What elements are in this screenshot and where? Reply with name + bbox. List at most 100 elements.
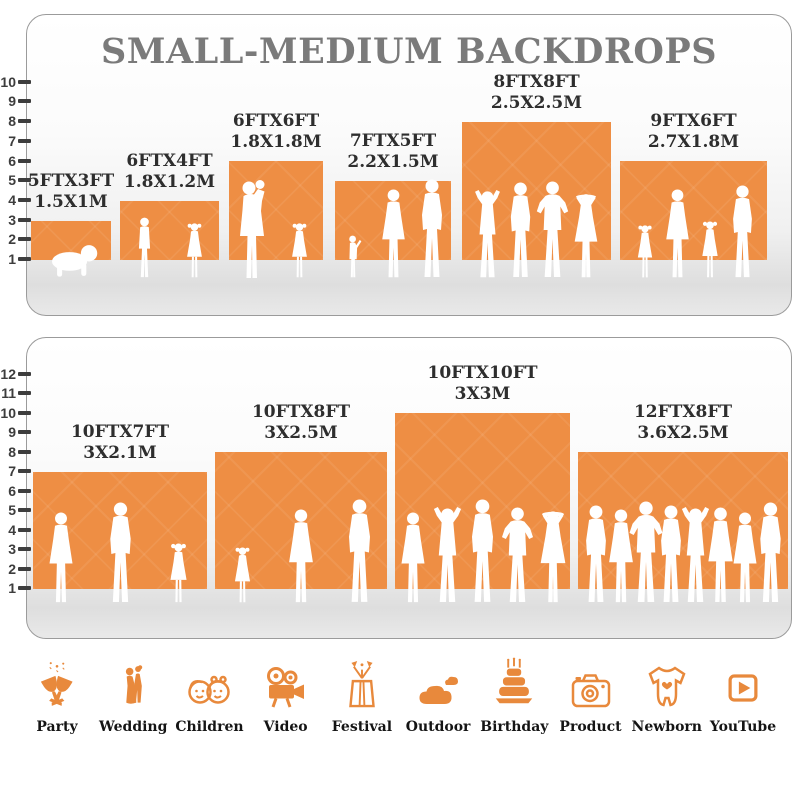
backdrop-size-label: 7FTX5FT 2.2X1.5M	[347, 131, 438, 173]
size-m: 2.2X1.5M	[347, 152, 439, 172]
backdrop-size-label: 6FTX6FT 1.8X1.8M	[230, 111, 321, 153]
birthday-icon	[490, 657, 538, 711]
tick-number: 3	[8, 211, 16, 228]
backdrop-rect-6ftx4ft	[120, 201, 219, 260]
silhouette-man	[719, 185, 766, 279]
backdrop-size-label: 6FTX4FT 1.8X1.2M	[124, 151, 215, 193]
silhouette-man	[456, 499, 509, 604]
silhouette-woman-hat	[529, 509, 577, 604]
size-m: 1.8X1.8M	[230, 132, 322, 152]
product-icon	[566, 657, 616, 711]
tick-number: 9	[8, 93, 16, 110]
size-m: 3X2.5M	[264, 423, 338, 443]
backdrop-stage-top: 5FTX3FT 1.5X1M 6FTX4FT 1.8X1.2M 6FTX6FT 1.8X1…	[27, 15, 791, 315]
tick-number: 1	[8, 251, 16, 267]
tick-number: 7	[8, 463, 16, 479]
silhouette-woman	[722, 512, 768, 604]
category-item-festival: Festival	[329, 657, 395, 735]
silhouette-girl	[631, 224, 659, 279]
tick-number: 12	[0, 365, 16, 382]
video-icon	[260, 657, 312, 711]
silhouette-woman	[371, 189, 416, 279]
silhouette-toddler	[342, 234, 365, 279]
tick-number: 3	[8, 541, 16, 557]
silhouette-girl	[228, 546, 257, 604]
category-item-outdoor: Outdoor	[405, 657, 471, 735]
silhouette-woman	[696, 507, 745, 604]
silhouette-woman	[277, 509, 325, 604]
backdrop-size-label: 9FTX6FT 2.7X1.8M	[648, 111, 739, 153]
tick-number: 10	[0, 73, 16, 90]
size-ft: 5FTX3FT	[27, 171, 115, 191]
category-label: Outdoor	[405, 719, 471, 735]
silhouette-woman	[390, 512, 436, 604]
backdrop-size-label: 12FTX8FT 3.6X2.5M	[634, 402, 732, 444]
size-ft: 10FTX8FT	[251, 402, 351, 422]
panel-small-medium: SMALL-MEDIUM BACKDROPS 5FTX3FT 1.5X1M 6FTX…	[26, 14, 792, 316]
youtube-icon	[720, 657, 766, 711]
backdrop-size-label: 10FTX7FT 3X2.1M	[71, 422, 169, 464]
silhouette-man-arms-up	[671, 507, 720, 604]
tick-number: 2	[8, 560, 16, 577]
tick-number: 5	[8, 172, 16, 189]
size-m: 3X3M	[454, 384, 511, 404]
category-label: Wedding	[99, 719, 168, 735]
backdrop-rect-5ftx3ft	[31, 221, 111, 260]
silhouette-girl	[285, 222, 314, 279]
festival-icon	[338, 657, 386, 711]
size-ft: 9FTX6FT	[650, 111, 737, 131]
silhouette-woman	[597, 509, 645, 604]
category-label: YouTube	[709, 719, 777, 735]
silhouette-man-hands-on-hips	[493, 507, 542, 604]
tick-number: 2	[8, 231, 16, 248]
size-ft: 6FTX6FT	[232, 111, 320, 131]
size-m: 1.8X1.2M	[123, 172, 216, 192]
silhouette-man	[407, 179, 457, 279]
category-label: Newborn	[631, 719, 702, 735]
silhouette-woman-hat	[564, 192, 608, 279]
size-m: 3X2.1M	[83, 443, 157, 463]
tick-number: 8	[8, 443, 16, 460]
category-item-party: Party	[24, 657, 90, 735]
size-ft: 7FTX5FT	[349, 131, 437, 151]
silhouette-man	[496, 182, 545, 279]
silhouette-man	[646, 505, 696, 604]
backdrop-rect-12ftx8ft	[578, 452, 788, 589]
tick-number: 5	[8, 502, 16, 518]
silhouette-man-hands-on-hips	[528, 181, 577, 279]
silhouette-man-arms-up	[423, 507, 472, 604]
tick-number: 4	[8, 191, 16, 208]
party-icon	[31, 657, 83, 711]
silhouette-man	[745, 502, 791, 604]
category-label: Party	[36, 719, 78, 735]
silhouette-girl	[180, 222, 209, 279]
backdrop-size-label: 10FTX8FT 3X2.5M	[252, 402, 350, 444]
size-m: 2.5X2.5M	[490, 93, 583, 113]
category-item-children: Children	[175, 657, 244, 735]
size-m: 2.7X1.8M	[647, 132, 740, 152]
silhouette-man	[571, 505, 621, 604]
size-ft: 6FTX4FT	[126, 151, 213, 171]
category-label: Video	[263, 719, 308, 735]
silhouette-man-hands-on-hips	[620, 501, 672, 604]
category-row: Party Wedding Children Video Festival Outdoor…	[0, 657, 800, 735]
silhouette-woman	[38, 512, 84, 604]
tick-number: 8	[8, 113, 16, 130]
category-item-video: Video	[253, 657, 319, 735]
tick-number: 1	[8, 580, 16, 596]
category-label: Product	[559, 719, 622, 735]
category-item-wedding: Wedding	[99, 657, 168, 735]
tick-number: 9	[8, 424, 16, 440]
page-title: SMALL-MEDIUM BACKDROPS	[100, 31, 718, 72]
category-item-birthday: Birthday	[480, 657, 548, 735]
backdrop-stage-bottom: 10FTX7FT 3X2.1M 10FTX8FT 3X2.5M 10FTX10FT 3X3…	[27, 338, 791, 638]
silhouette-man	[95, 502, 146, 604]
category-item-youtube: YouTube	[710, 657, 776, 735]
tick-number: 10	[0, 404, 16, 421]
tick-number: 6	[8, 152, 16, 169]
size-ft: 12FTX8FT	[633, 402, 733, 422]
backdrop-size-label: 8FTX8FT 2.5X2.5M	[491, 72, 582, 114]
category-item-newborn: Newborn	[631, 657, 702, 735]
category-item-product: Product	[558, 657, 624, 735]
